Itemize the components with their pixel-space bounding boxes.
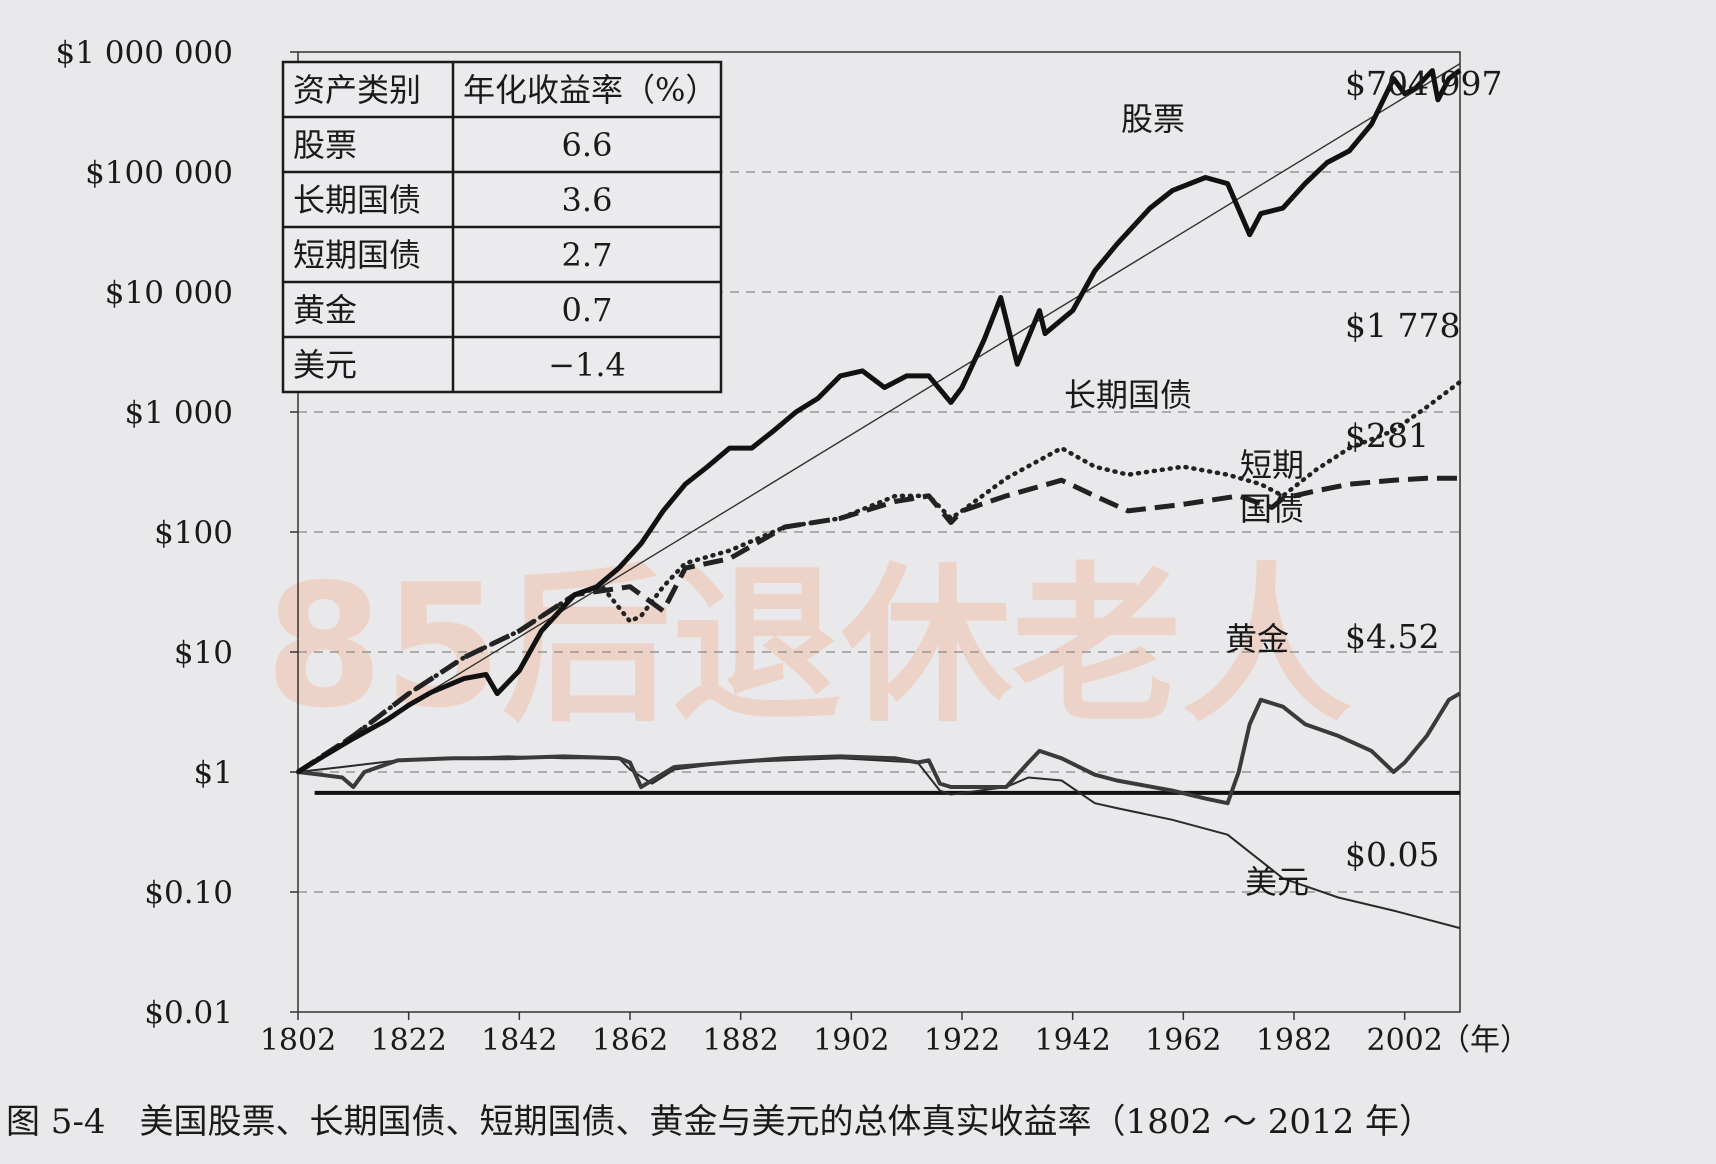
series-name-label: 美元 [1245,863,1309,901]
table-cell: 股票 [293,126,357,164]
table-cell: 黄金 [293,291,357,329]
table-cell: 短期国债 [293,236,421,274]
y-tick-label: $100 000 [85,155,233,191]
x-tick-label: 1862 [592,1023,668,1058]
series-name-label: 国债 [1240,490,1304,528]
end-value-label: $1 778 [1345,306,1460,345]
x-tick-label: 1922 [924,1023,1000,1058]
end-value-label: $704 997 [1345,64,1502,103]
return-table: 资产类别 年化收益率（%） 股票 6.6 长期国债 3.6 短期国债 2.7 黄金 0.7 美元 −1… [281,60,723,394]
x-tick-label: 1902 [813,1023,889,1058]
table-cell: 0.7 [562,291,613,329]
series-lines [295,63,1463,930]
y-tick-label: $100 [154,515,233,551]
x-tick-label: 1822 [370,1023,446,1058]
series-name-label: 短期 [1240,446,1304,484]
y-tick-label: $1 000 000 [56,35,234,71]
x-tick-label: 1842 [481,1023,557,1058]
y-tick-label: $0.01 [144,995,233,1031]
figure-caption: 图 5-4 美国股票、长期国债、短期国债、黄金与美元的总体真实收益率（1802 … [6,1102,1433,1142]
table-cell: 2.7 [562,236,613,274]
y-tick-label: $0.10 [144,875,233,911]
table-cell: 美元 [293,346,357,384]
y-axis-ticks: $1 000 000 $100 000 $10 000 $1 000 $100 $10 $1… [56,35,298,1031]
series-name-label: 黄金 [1225,620,1289,658]
table-header-cell: 年化收益率（%） [463,71,717,109]
series-name-label: 长期国债 [1064,376,1192,414]
end-value-label: $4.52 [1345,617,1439,656]
y-tick-label: $10 [174,635,233,671]
y-tick-label: $1 000 [125,395,233,431]
x-axis-unit: （年） [1440,1023,1530,1058]
table-cell: 6.6 [562,126,613,164]
y-tick-label: $10 000 [105,275,233,311]
x-axis-ticks: （年） 1802 1822 1842 1862 1882 1902 1922 1942 1962… [260,1012,1530,1058]
table-cell: 3.6 [562,181,613,219]
series-name-label: 股票 [1121,100,1185,138]
x-tick-label: 1882 [702,1023,778,1058]
table-cell: 长期国债 [293,181,421,219]
series-line-medium [297,691,1461,806]
series-line-trend [297,63,1461,773]
table-header-cell: 资产类别 [293,71,421,109]
table-cell: −1.4 [548,346,626,384]
x-tick-label: 1942 [1034,1023,1110,1058]
end-value-label: $281 [1345,416,1429,455]
end-value-label: $0.05 [1345,835,1439,874]
x-tick-label: 1962 [1145,1023,1221,1058]
x-tick-label: 1982 [1256,1023,1332,1058]
x-tick-label: 1802 [260,1023,336,1058]
watermark-text: 85后退休老人 [265,548,1352,746]
series-line-thin [297,755,1461,930]
series-line-dashed [296,475,1461,775]
series-line-thick [296,68,1462,775]
y-tick-label: $1 [194,755,233,791]
x-tick-label: 2002 [1366,1023,1442,1058]
